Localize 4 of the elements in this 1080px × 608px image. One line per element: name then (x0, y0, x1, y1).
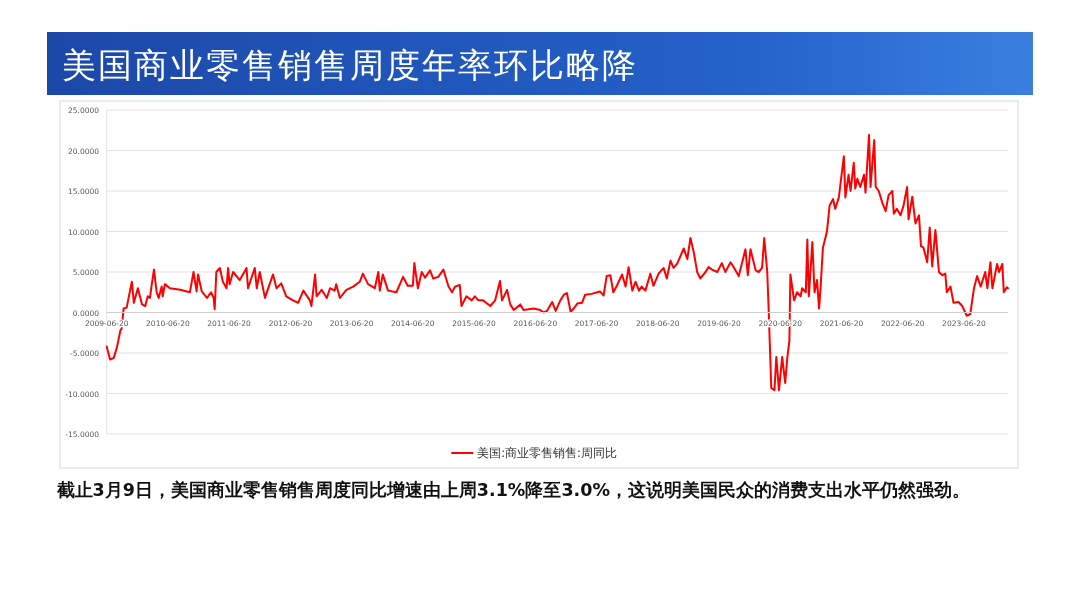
text: 截止3月9日，美国商业零售销售周度同比增速由上周3.1%降至3.0%，这说明美国民众的消费支出水平仍然强劲。 (55, 479, 971, 502)
chart-title: 美国商业零售销售周度年率环比略降 (62, 45, 638, 85)
legend: 美国:商业零售销售:周同比 (450, 446, 617, 460)
legend-label: 美国:商业零售销售:周同比 (477, 446, 617, 460)
